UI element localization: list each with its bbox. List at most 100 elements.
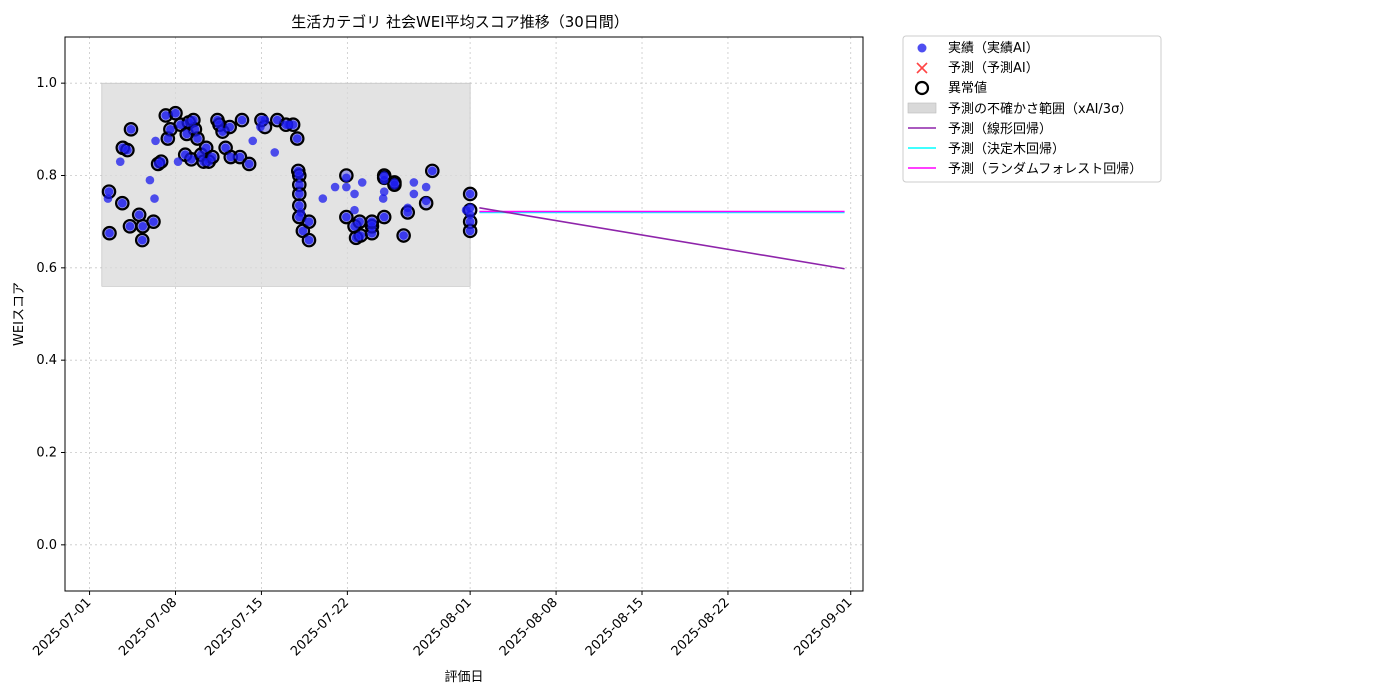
actual-point (150, 194, 159, 203)
actual-point (256, 122, 265, 132)
actual-point (190, 125, 200, 134)
actual-point (390, 180, 399, 190)
actual-point (138, 221, 148, 231)
actual-point (105, 228, 114, 238)
actual-point (145, 175, 155, 185)
linear-regression-line (479, 207, 845, 270)
legend-band-label: 予測の不確かさ範囲（xAI/3σ） (948, 101, 1132, 117)
actual-point (260, 115, 270, 125)
plot-frame (64, 36, 864, 592)
actual-points (103, 108, 475, 245)
chart-title: 生活カテゴリ 社会WEI平均スコア推移（30日間） (291, 13, 629, 31)
actual-point (342, 182, 351, 192)
actual-point (342, 212, 351, 222)
actual-point (226, 152, 236, 162)
actual-point (201, 143, 211, 153)
y-tick-label: 1.0 (36, 76, 57, 91)
y-tick-label: 0.2 (36, 446, 57, 461)
actual-point (134, 210, 144, 220)
actual-point (115, 157, 125, 166)
actual-point (237, 115, 247, 125)
legend-actual-marker (917, 43, 927, 53)
actual-point (208, 152, 217, 162)
actual-point (270, 148, 280, 157)
legend: 実績（実績AI） 予測（予測AI） 異常値 予測の不確かさ範囲（xAI/3σ） … (902, 35, 1162, 183)
actual-point (221, 143, 230, 153)
actual-point (288, 120, 298, 130)
actual-point (461, 205, 471, 215)
actual-point (235, 152, 245, 162)
actual-point (171, 108, 180, 118)
actual-point (196, 150, 206, 160)
actual-point (399, 231, 408, 240)
actual-point (117, 198, 127, 208)
legend-anomaly-label: 異常値 (948, 80, 987, 96)
actual-point (298, 226, 308, 236)
legend-frame (902, 35, 1162, 183)
actual-point (294, 171, 304, 180)
y-tick-label: 0.0 (36, 538, 57, 553)
actual-point (176, 120, 185, 130)
actual-point (292, 134, 302, 143)
actual-point (403, 203, 413, 213)
y-tick-label: 0.6 (36, 261, 57, 276)
actual-point (193, 134, 202, 143)
y-tick-label: 0.4 (36, 353, 57, 368)
actual-point (294, 201, 304, 210)
prediction-lines (479, 207, 845, 270)
actual-point (149, 217, 158, 226)
actual-point (163, 134, 173, 143)
actual-point (304, 235, 314, 245)
legend-actual-label: 実績（実績AI） (948, 40, 1039, 56)
actual-point (355, 217, 364, 226)
legend-predicted-marker (916, 62, 928, 74)
legend-linear-label: 予測（線形回帰） (948, 121, 1052, 137)
actual-point (367, 217, 377, 226)
actual-point (161, 111, 171, 120)
actual-point (187, 155, 196, 164)
actual-point (357, 178, 367, 187)
actual-point (378, 194, 388, 203)
actual-point (104, 187, 114, 196)
legend-anomaly-marker (914, 80, 930, 96)
actual-point (465, 189, 475, 199)
actual-point (123, 145, 132, 155)
legend-predicted-label: 予測（予測AI） (948, 61, 1039, 76)
actual-point (182, 129, 192, 139)
actual-point (330, 182, 340, 192)
actual-point (409, 178, 419, 187)
y-tick-label: 0.8 (36, 169, 57, 184)
x-axis-label: 評価日 (444, 670, 483, 685)
y-axis-label: WEIスコア (12, 282, 27, 346)
actual-point (350, 189, 359, 199)
actual-point (137, 235, 147, 245)
actual-point (356, 231, 365, 240)
actual-point (294, 180, 304, 190)
grid-lines (65, 37, 863, 591)
actual-point (180, 150, 190, 160)
actual-point (166, 125, 175, 134)
actual-point (218, 127, 227, 136)
actual-point (379, 212, 389, 222)
legend-tree-label: 予測（決定木回帰） (948, 141, 1065, 157)
actual-point (421, 196, 431, 206)
actual-point (379, 187, 389, 196)
actual-point (173, 157, 183, 166)
actual-point (272, 115, 282, 125)
actual-point (296, 208, 306, 217)
actual-point (215, 120, 224, 130)
actual-point (465, 217, 475, 226)
legend-forest-label: 予測（ランダムフォレスト回帰） (948, 161, 1142, 177)
actual-point (103, 194, 113, 203)
actual-point (248, 136, 258, 146)
actual-point (225, 122, 235, 132)
actual-point (427, 166, 437, 176)
actual-point (318, 194, 328, 203)
actual-point (367, 228, 377, 238)
actual-point (125, 221, 135, 231)
actual-point (189, 115, 198, 125)
actual-point (409, 189, 419, 199)
actual-point (465, 226, 475, 236)
actual-point (156, 157, 166, 166)
